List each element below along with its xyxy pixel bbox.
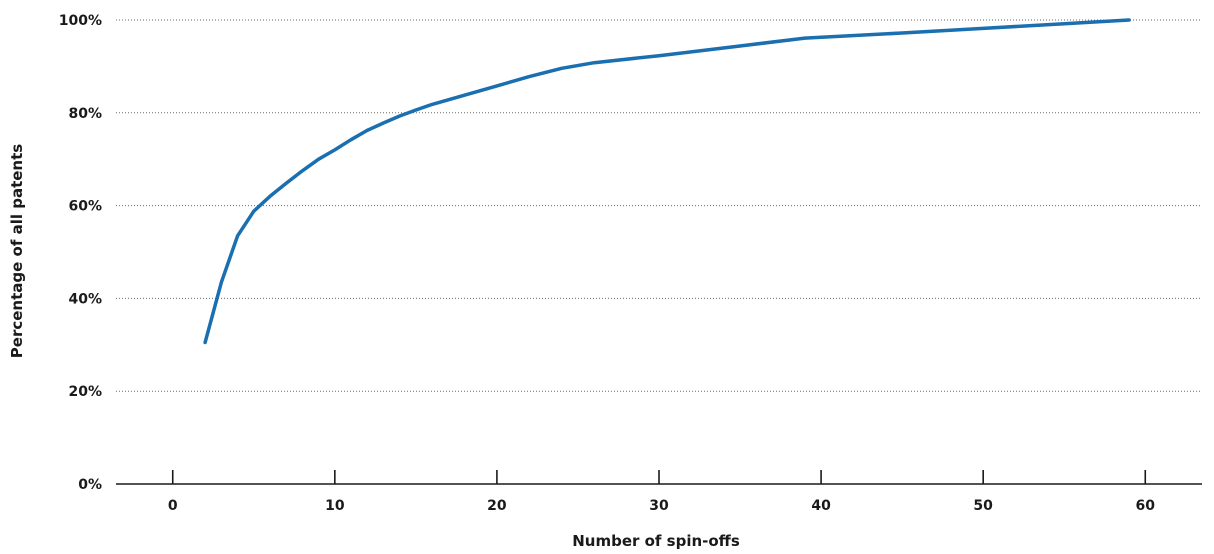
x-tick-label: 20 (487, 498, 507, 514)
series-line (203, 18, 1131, 345)
x-axis-title: Number of spin-offs (572, 532, 740, 550)
x-axis (116, 470, 1202, 485)
y-axis-tick-labels: 0% 20% 40% 60% 80% 100% (59, 13, 102, 493)
y-tick-label: 80% (68, 106, 102, 122)
x-tick-label: 0 (168, 498, 178, 514)
gridlines (116, 19, 1202, 392)
y-tick-label: 60% (68, 199, 102, 215)
x-tick-label: 30 (649, 498, 669, 514)
x-tick-label: 60 (1136, 498, 1156, 514)
x-axis-tick-labels: 0 10 20 30 40 50 60 (168, 498, 1155, 514)
y-tick-label: 0% (78, 477, 102, 493)
y-axis-title: Percentage of all patents (8, 144, 26, 358)
x-tick-label: 10 (325, 498, 345, 514)
x-tick-label: 50 (973, 498, 993, 514)
series-layer (203, 18, 1131, 345)
y-tick-label: 20% (68, 384, 102, 400)
y-tick-label: 40% (68, 291, 102, 307)
y-tick-label: 100% (59, 13, 102, 29)
x-tick-label: 40 (811, 498, 831, 514)
